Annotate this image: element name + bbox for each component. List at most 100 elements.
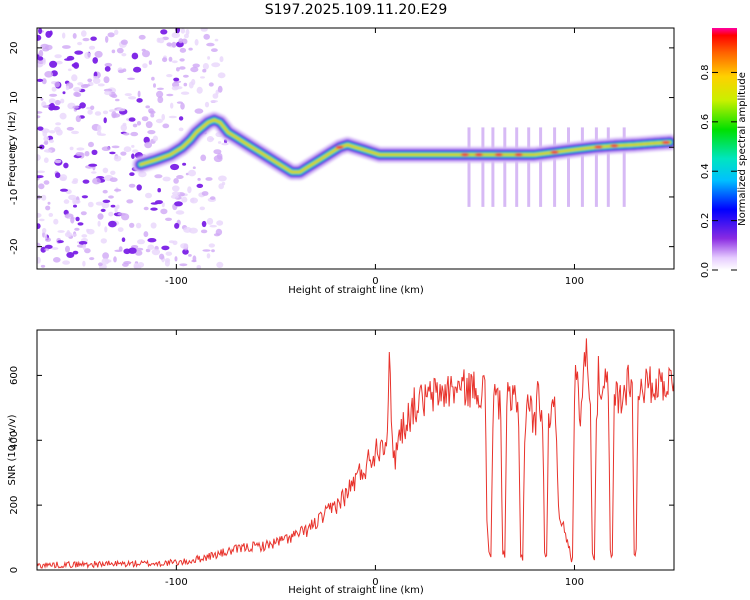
noise-blob (92, 177, 101, 185)
noise-blob (65, 85, 70, 91)
noise-blob (148, 60, 152, 65)
noise-blob (40, 97, 44, 101)
noise-blob (108, 211, 114, 217)
noise-blob (165, 217, 172, 221)
snr-y-tick-label: 0 (9, 567, 20, 573)
snr-series-line (37, 338, 674, 569)
noise-blob (211, 249, 215, 253)
noise-blob (221, 142, 229, 146)
noise-blob (82, 260, 86, 267)
noise-blob (136, 121, 142, 126)
noise-blob (37, 175, 44, 179)
noise-blob (196, 265, 202, 269)
noise-blob (49, 60, 58, 68)
noise-blob (51, 105, 60, 111)
noise-blob (60, 98, 65, 104)
noise-blob (192, 166, 196, 169)
noise-blob (62, 45, 71, 49)
noise-blob (43, 180, 50, 185)
noise-blob (188, 169, 196, 177)
noise-blob (216, 220, 224, 226)
noise-blob (217, 141, 222, 144)
noise-blob (110, 204, 116, 208)
noise-blob (216, 261, 224, 268)
noise-blob (71, 74, 78, 82)
spectrogram-y-tick-label: -10 (9, 189, 20, 205)
spectrogram-frame (36, 27, 675, 270)
noise-blob (214, 38, 219, 42)
noise-blob (200, 28, 208, 32)
noise-blob (40, 246, 47, 253)
noise-blob (206, 136, 214, 143)
noise-blob (171, 32, 180, 39)
noise-blob (136, 184, 142, 191)
noise-blob (116, 108, 126, 112)
noise-blob (150, 113, 155, 118)
frequency-ridge (132, 111, 674, 181)
noise-blob (175, 210, 185, 215)
noise-blob (180, 102, 185, 110)
noise-blob (210, 100, 218, 103)
ridge-streak (503, 127, 507, 207)
noise-blob (147, 130, 156, 135)
noise-blob (97, 213, 104, 220)
noise-blob (94, 50, 103, 58)
noise-blob (109, 177, 118, 182)
noise-blob (38, 49, 44, 58)
noise-blob (156, 87, 164, 91)
noise-blob (37, 54, 40, 58)
noise-blob (110, 170, 116, 175)
noise-blob (104, 90, 112, 96)
noise-blob (48, 212, 54, 217)
noise-blob (81, 234, 88, 238)
noise-blob (122, 68, 127, 72)
noise-blob (120, 124, 128, 132)
ridge-streak (491, 127, 495, 207)
spectrogram-x-tick-label: -100 (165, 276, 188, 287)
noise-blob (155, 200, 163, 205)
noise-blob (128, 96, 137, 100)
noise-blob (219, 56, 224, 63)
noise-blob (98, 262, 103, 267)
noise-blob (123, 146, 132, 153)
noise-blob (102, 167, 109, 174)
ridge-hotspot (610, 144, 619, 148)
noise-blob (73, 87, 82, 92)
noise-blob (101, 201, 110, 209)
noise-blob (154, 174, 163, 179)
noise-blob (98, 133, 106, 136)
noise-blob (38, 218, 45, 222)
noise-blob (43, 149, 53, 153)
noise-blob (217, 85, 223, 93)
ridge-streak (580, 127, 584, 207)
noise-blob (142, 50, 150, 58)
noise-blob (129, 172, 135, 177)
noise-blob (54, 159, 62, 164)
noise-blob (42, 227, 47, 234)
noise-blob (70, 216, 75, 224)
noise-blob (92, 77, 101, 84)
noise-blob (37, 256, 41, 264)
noise-blob (133, 66, 142, 73)
noise-blob (161, 245, 170, 251)
noise-blob (116, 204, 120, 209)
noise-blob (91, 171, 97, 174)
ridge-band-5 (139, 118, 672, 174)
noise-blob (37, 170, 46, 174)
ridge-hotspot (461, 153, 469, 157)
noise-blob (86, 228, 90, 233)
noise-blob (135, 222, 142, 229)
noise-blob (108, 220, 117, 228)
noise-blob (78, 241, 88, 245)
noise-blob (194, 108, 204, 114)
ridge-streak (594, 127, 598, 207)
noise-blob (157, 188, 161, 193)
noise-blob (152, 135, 158, 142)
ridge-hotspot (594, 145, 603, 149)
noise-blob (76, 147, 85, 151)
noise-blob (88, 45, 96, 50)
noise-blob (72, 33, 77, 39)
noise-blob (141, 116, 149, 122)
ridge-streak (467, 127, 471, 207)
ridge-hotspot (550, 150, 559, 154)
